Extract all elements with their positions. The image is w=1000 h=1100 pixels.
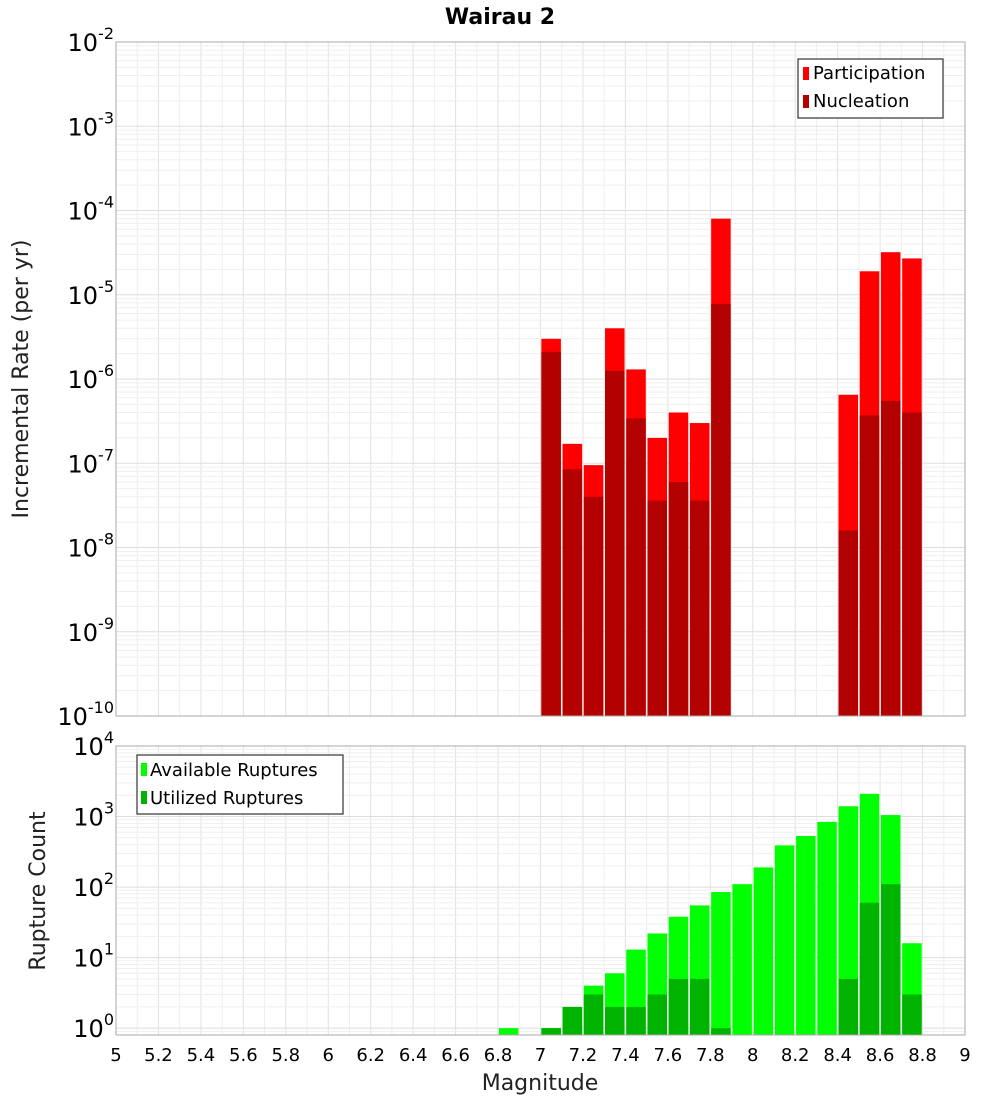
bottom-legend-box bbox=[136, 754, 344, 815]
x-tick-label: 7 bbox=[535, 1045, 546, 1066]
rate-inner-bar bbox=[647, 500, 668, 716]
top-panel: 10-10 10-9 10-8 10-7 10-6 10-5 10-4 10-3 10-2 In… bbox=[9, 24, 966, 731]
count-inner-bar bbox=[902, 994, 922, 1035]
count-inner-bar bbox=[668, 978, 689, 1035]
y-tick-label: 104 bbox=[73, 728, 114, 761]
y-tick-label: 10-4 bbox=[68, 193, 115, 226]
count-inner-bar bbox=[711, 1028, 731, 1035]
rate-inner-bar bbox=[541, 351, 561, 716]
top-bars bbox=[541, 218, 922, 717]
count-inner-bar bbox=[838, 978, 859, 1035]
count-outer-bar bbox=[498, 1028, 519, 1035]
x-tick-label: 8.4 bbox=[823, 1045, 852, 1066]
bottom-panel: 100 101 102 103 104 5 5.2 5.4 5.6 5.8 6 6.2 6.4 6.6 6… bbox=[26, 728, 971, 1096]
x-tick-label: 6.4 bbox=[399, 1045, 428, 1066]
x-tick-label: 8.2 bbox=[781, 1045, 810, 1066]
count-outer-bar bbox=[838, 806, 859, 1035]
x-tick-label: 7.2 bbox=[569, 1045, 598, 1066]
y-tick-label: 10-2 bbox=[68, 24, 115, 57]
x-tick-label: 7.8 bbox=[696, 1045, 725, 1066]
top-legend-box bbox=[797, 58, 944, 119]
y-tick-label: 10-7 bbox=[68, 445, 115, 478]
bottom-bars bbox=[498, 793, 922, 1035]
x-tick-label: 5.6 bbox=[229, 1045, 258, 1066]
count-inner-bar bbox=[689, 978, 710, 1035]
rate-inner-bar bbox=[880, 400, 901, 716]
x-tick-label: 7.4 bbox=[611, 1045, 640, 1066]
rate-inner-bar bbox=[838, 530, 859, 716]
x-tick-label: 6 bbox=[323, 1045, 334, 1066]
count-inner-bar bbox=[880, 884, 901, 1035]
y-tick-label: 10-8 bbox=[68, 530, 115, 563]
bottom-legend: Available Ruptures Utilized Ruptures bbox=[136, 754, 344, 815]
top-grid bbox=[115, 41, 966, 717]
legend-label-available: Available Ruptures bbox=[150, 760, 318, 781]
count-inner-bar bbox=[626, 1006, 646, 1035]
top-y-axis-label: Incremental Rate (per yr) bbox=[9, 240, 34, 519]
x-tick-label: 8.8 bbox=[908, 1045, 937, 1066]
count-inner-bar bbox=[647, 994, 668, 1035]
y-tick-label: 10-9 bbox=[68, 614, 115, 647]
x-tick-label: 6.6 bbox=[441, 1045, 470, 1066]
x-tick-label: 7.6 bbox=[654, 1045, 683, 1066]
rate-inner-bar bbox=[562, 469, 583, 716]
bottom-y-axis-label: Rupture Count bbox=[26, 811, 51, 971]
legend-swatch-available bbox=[141, 763, 147, 776]
legend-label-nucleation: Nucleation bbox=[813, 91, 909, 112]
x-tick-label: 5.2 bbox=[144, 1045, 173, 1066]
x-tick-label: 5 bbox=[110, 1045, 121, 1066]
count-outer-bar bbox=[732, 884, 752, 1035]
y-tick-label: 10-3 bbox=[68, 108, 115, 141]
x-tick-label: 6.8 bbox=[484, 1045, 513, 1066]
count-inner-bar bbox=[562, 1006, 583, 1035]
legend-swatch-utilized bbox=[141, 791, 147, 804]
x-tick-label: 8 bbox=[747, 1045, 758, 1066]
x-tick-label: 8.6 bbox=[866, 1045, 895, 1066]
count-inner-bar bbox=[541, 1028, 561, 1035]
rate-inner-bar bbox=[902, 412, 922, 716]
rate-inner-bar bbox=[583, 496, 604, 716]
count-outer-bar bbox=[796, 835, 816, 1035]
legend-label-utilized: Utilized Ruptures bbox=[150, 788, 303, 809]
x-tick-label: 5.8 bbox=[271, 1045, 300, 1066]
y-tick-label: 10-6 bbox=[68, 361, 115, 394]
rate-inner-bar bbox=[859, 415, 880, 716]
top-y-tick-labels: 10-10 10-9 10-8 10-7 10-6 10-5 10-4 10-3 10-2 bbox=[57, 24, 114, 731]
count-outer-bar bbox=[753, 867, 774, 1035]
bottom-y-tick-labels: 100 101 102 103 104 bbox=[73, 728, 114, 1043]
x-tick-labels: 5 5.2 5.4 5.6 5.8 6 6.2 6.4 6.6 6.8 7 7.2 7.4 7.6 7.8 8… bbox=[110, 1045, 970, 1066]
count-outer-bar bbox=[817, 821, 837, 1035]
y-tick-label: 100 bbox=[73, 1010, 114, 1043]
y-tick-label: 10-10 bbox=[57, 698, 114, 731]
top-legend: Participation Nucleation bbox=[797, 58, 944, 119]
rate-inner-bar bbox=[689, 500, 710, 716]
count-inner-bar bbox=[583, 994, 604, 1035]
count-inner-bar bbox=[859, 902, 880, 1035]
y-tick-label: 102 bbox=[73, 869, 114, 902]
chart-title: Wairau 2 bbox=[445, 5, 555, 30]
rate-inner-bar bbox=[626, 418, 646, 716]
legend-swatch-nucleation bbox=[803, 95, 809, 108]
rate-inner-bar bbox=[711, 303, 731, 716]
legend-swatch-participation bbox=[803, 67, 809, 80]
x-axis-label: Magnitude bbox=[482, 1071, 599, 1096]
count-outer-bar bbox=[774, 845, 795, 1035]
count-outer-bar bbox=[711, 892, 731, 1035]
x-tick-label: 6.2 bbox=[356, 1045, 385, 1066]
rate-inner-bar bbox=[668, 481, 689, 716]
count-inner-bar bbox=[605, 1006, 625, 1035]
top-plot-frame bbox=[115, 41, 966, 717]
legend-label-participation: Participation bbox=[813, 63, 925, 84]
x-tick-label: 9 bbox=[959, 1045, 970, 1066]
y-tick-label: 101 bbox=[73, 940, 114, 973]
x-tick-label: 5.4 bbox=[187, 1045, 216, 1066]
y-tick-label: 103 bbox=[73, 799, 114, 832]
bottom-plot-frame bbox=[115, 745, 966, 1036]
rate-inner-bar bbox=[605, 370, 625, 716]
y-tick-label: 10-5 bbox=[68, 277, 115, 310]
